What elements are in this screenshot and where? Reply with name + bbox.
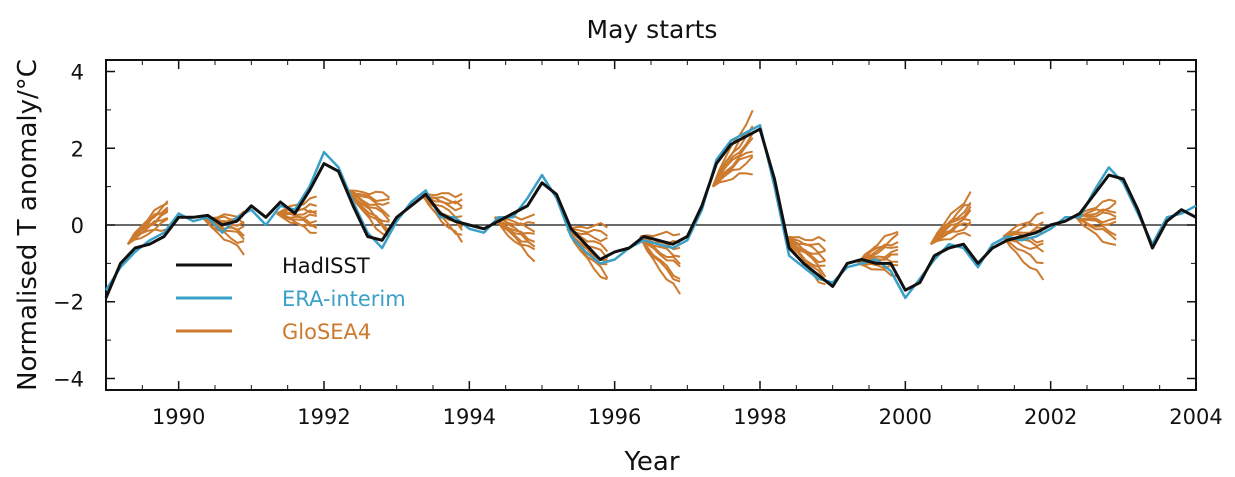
legend-label-glosea4: GloSEA4 <box>282 320 371 344</box>
glosea4-member-line <box>126 206 169 245</box>
glosea4-member-line <box>930 209 972 245</box>
glosea4-member-line <box>1002 211 1044 238</box>
glosea4-member-line <box>276 212 317 234</box>
glosea4-member-line <box>494 216 536 243</box>
glosea4-member-line <box>785 235 826 242</box>
x-tick-label-1996: 1996 <box>588 405 641 429</box>
x-tick-label-1990: 1990 <box>152 405 205 429</box>
glosea4-member-line <box>349 189 391 199</box>
glosea4-member-line <box>1075 208 1117 219</box>
glosea4-member-line <box>348 189 391 218</box>
glosea4-member-line <box>639 235 681 265</box>
plot-area: 1990 1992 1994 1996 1998 2000 2002 2004 −4 −2 0 2 4 <box>53 59 1223 429</box>
x-tick-label-2000: 2000 <box>879 405 932 429</box>
legend-label-hadisst: HadISST <box>282 254 370 278</box>
glosea4-member-line <box>1075 216 1117 237</box>
glosea4-member-line <box>712 172 753 188</box>
glosea4-member-line <box>857 230 899 265</box>
glosea4-member-line <box>1002 235 1045 281</box>
ticks: 1990 1992 1994 1996 1998 2000 2002 2004 −4 −2 0 2 4 <box>53 60 1223 429</box>
glosea4-member-line <box>276 209 318 216</box>
glosea4-member-line <box>421 193 463 243</box>
glosea4-member-line <box>639 230 681 238</box>
y-tick-label-4: 4 <box>71 61 84 85</box>
glosea4-member-line <box>1002 221 1044 238</box>
legend-label-era-interim: ERA-interim <box>282 287 406 311</box>
glosea4-member-line <box>276 212 318 224</box>
glosea4-member-line <box>567 227 608 237</box>
glosea4-member-line <box>203 218 245 256</box>
y-tick-label--2: −2 <box>53 291 84 315</box>
x-tick-label-1998: 1998 <box>733 405 786 429</box>
y-tick-label-2: 2 <box>71 137 84 161</box>
glosea4-member-line <box>857 241 899 265</box>
glosea4-member-line <box>930 231 972 246</box>
glosea4-member-line <box>127 210 169 245</box>
y-tick-label-0: 0 <box>71 214 84 238</box>
legend: HadISST ERA-interim GloSEA4 <box>176 254 406 344</box>
glosea4-member-line <box>711 137 754 188</box>
glosea4-member-line <box>566 228 608 281</box>
glosea4-member-line <box>1075 216 1117 246</box>
x-tick-label-1992: 1992 <box>297 405 350 429</box>
x-tick-label-2004: 2004 <box>1169 405 1222 429</box>
glosea4-member-line <box>712 155 754 188</box>
glosea4-member-line <box>930 201 972 245</box>
glosea4-member-line <box>348 189 391 233</box>
series-lines <box>104 123 1197 300</box>
y-axis-title: Normalised T anomaly/°C <box>13 59 43 391</box>
glosea4-member-line <box>785 235 827 252</box>
glosea4-member-line <box>567 222 608 230</box>
chart-title: May starts <box>587 15 718 44</box>
glosea4-member-line <box>348 189 390 202</box>
glosea4-member-line <box>127 228 169 246</box>
glosea4-member-line <box>857 262 899 277</box>
glosea4-member-line <box>1002 235 1044 265</box>
glosea4-member-line <box>639 236 681 295</box>
x-axis-title: Year <box>623 447 679 477</box>
glosea4-member-line <box>348 190 390 238</box>
glosea4-member-line <box>493 216 536 263</box>
glosea4-member-line <box>639 235 681 283</box>
ensemble-lines <box>126 109 1117 295</box>
x-tick-label-2002: 2002 <box>1024 405 1077 429</box>
x-tick-label-1994: 1994 <box>443 405 496 429</box>
y-tick-label--4: −4 <box>53 367 84 391</box>
glosea4-member-line <box>784 235 827 283</box>
hadisst-line <box>104 127 1197 299</box>
glosea4-member-line <box>1075 216 1117 224</box>
glosea4-member-line <box>494 216 536 248</box>
glosea4-member-line <box>784 235 826 264</box>
